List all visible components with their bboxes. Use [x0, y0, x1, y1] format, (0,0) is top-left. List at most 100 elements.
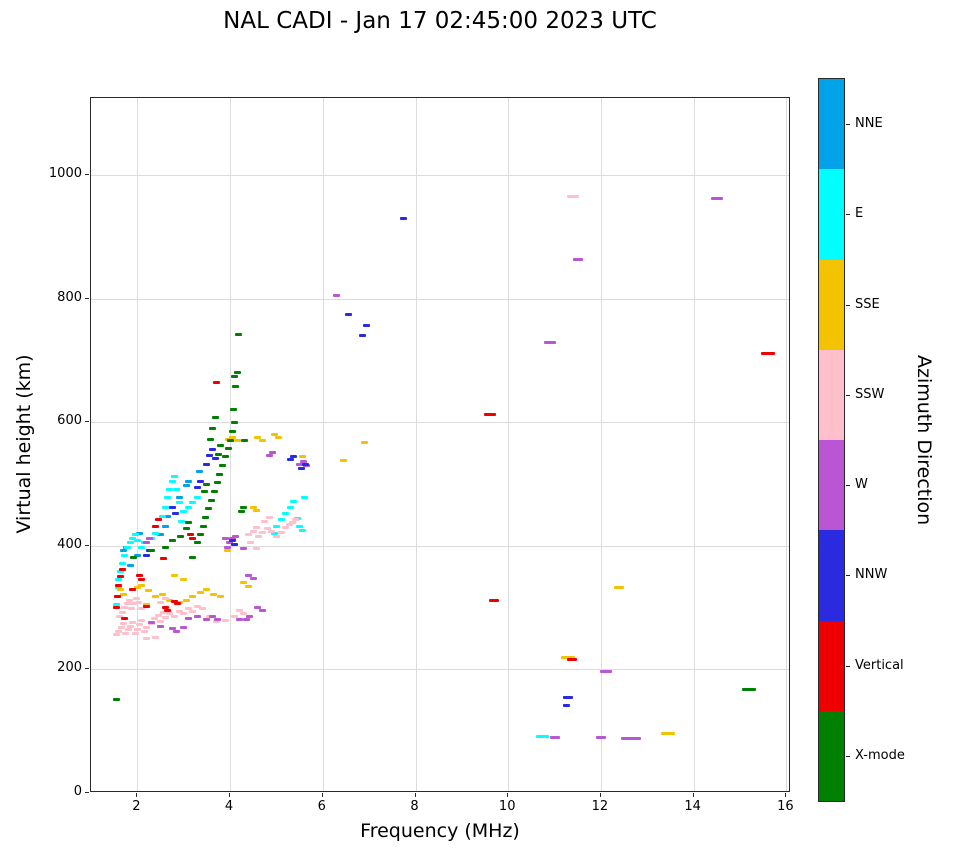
data-point-W: [232, 534, 240, 538]
data-point-NNW: [231, 542, 239, 546]
data-point-NNW: [563, 695, 574, 699]
data-point-SSW: [292, 518, 300, 522]
data-point-W: [621, 737, 642, 741]
data-point-NNW: [358, 334, 366, 338]
data-point-E: [180, 510, 188, 514]
y-tick-label-400: 400: [57, 536, 82, 552]
data-point-X-mode: [232, 385, 240, 388]
data-point-W: [228, 536, 236, 540]
data-point-NNW: [562, 703, 570, 707]
data-point-NNW: [228, 539, 236, 543]
gridline-y-800: [91, 298, 789, 300]
data-point-NNE: [184, 479, 192, 483]
data-point-SSE: [210, 592, 218, 596]
data-point-W: [333, 294, 341, 298]
x-tick-12: [599, 793, 601, 797]
data-point-SSW: [268, 529, 276, 533]
data-point-W: [194, 614, 202, 618]
data-point-SSE: [145, 588, 153, 592]
colorbar-tick-NNW: [846, 575, 850, 577]
data-point-Vertical: [117, 575, 125, 579]
data-point-NNW: [206, 454, 214, 458]
data-point-Vertical: [136, 574, 144, 578]
data-point-SSE: [203, 587, 211, 591]
data-point-X-mode: [234, 333, 242, 337]
data-point-SSE: [143, 603, 151, 607]
data-point-SSE: [152, 595, 160, 599]
data-point-X-mode: [203, 482, 211, 486]
data-point-Vertical: [173, 602, 181, 606]
data-point-SSW: [117, 625, 125, 629]
data-point-X-mode: [169, 539, 177, 543]
data-point-X-mode: [219, 464, 227, 468]
data-point-SSE: [240, 581, 248, 585]
data-point-E: [115, 578, 123, 582]
data-point-SSE: [254, 435, 262, 439]
data-point-Vertical: [567, 658, 578, 662]
data-point-W: [269, 451, 277, 455]
colorbar-segment-SSE: [819, 259, 844, 350]
data-point-X-mode: [210, 490, 218, 494]
gridline-x-10: [508, 98, 510, 791]
data-point-Vertical: [143, 604, 151, 608]
data-point-SSE: [166, 598, 174, 602]
data-point-SSW: [119, 611, 127, 615]
y-tick-label-800: 800: [57, 289, 82, 305]
data-point-E: [194, 496, 202, 500]
colorbar-tick-SSE: [846, 304, 850, 306]
data-point-SSW: [129, 620, 137, 624]
data-point-SSE: [182, 598, 190, 602]
colorbar-tick-label-NNE: NNE: [855, 116, 883, 132]
colorbar: [818, 78, 845, 802]
data-point-E: [132, 533, 139, 537]
data-point-SSW: [159, 611, 167, 615]
data-point-NNW: [208, 448, 216, 451]
data-point-W: [296, 462, 304, 466]
gridline-x-6: [322, 98, 324, 791]
data-point-NNE: [136, 532, 144, 536]
data-point-NNW: [286, 457, 294, 461]
data-point-SSW: [143, 625, 151, 629]
y-tick-200: [85, 668, 89, 670]
colorbar-segment-W: [819, 440, 844, 531]
gridline-y-600: [91, 422, 789, 424]
data-point-NNE: [119, 549, 127, 553]
data-point-SSW: [249, 529, 257, 533]
data-point-SSW: [133, 628, 141, 632]
data-point-X-mode: [217, 444, 225, 448]
data-point-X-mode: [211, 415, 219, 419]
data-point-E: [184, 506, 192, 510]
data-point-SSW: [180, 612, 188, 616]
data-point-W: [572, 258, 583, 262]
data-point-E: [133, 539, 141, 543]
data-point-SSE: [245, 584, 253, 588]
colorbar-tick-label-E: E: [855, 206, 864, 222]
data-point-NNE: [157, 533, 165, 537]
data-point-NNW: [400, 216, 408, 220]
y-tick-label-1000: 1000: [48, 166, 82, 182]
data-point-SSW: [221, 618, 229, 622]
y-tick-label-0: 0: [73, 784, 82, 799]
x-tick-10: [507, 793, 509, 797]
data-point-NNW: [194, 485, 202, 489]
colorbar-tick-label-SSE: SSE: [855, 296, 880, 312]
data-point-W: [595, 735, 606, 739]
data-point-SSE: [614, 585, 625, 589]
data-point-W: [254, 606, 262, 610]
plot-area: [90, 97, 790, 792]
data-point-W: [245, 574, 253, 578]
data-point-SSW: [122, 632, 130, 636]
data-point-X-mode: [213, 481, 221, 485]
data-point-W: [246, 614, 254, 618]
data-point-NNE: [175, 496, 183, 500]
data-point-W: [243, 617, 251, 621]
data-point-SSW: [125, 598, 133, 602]
x-tick-label-4: 4: [224, 799, 234, 814]
data-point-SSW: [289, 520, 297, 524]
data-point-SSW: [253, 546, 261, 550]
data-point-E: [123, 545, 131, 549]
data-point-SSW: [120, 606, 128, 610]
data-point-SSW: [161, 596, 169, 600]
data-point-SSE: [561, 655, 576, 659]
data-point-X-mode: [237, 509, 245, 513]
